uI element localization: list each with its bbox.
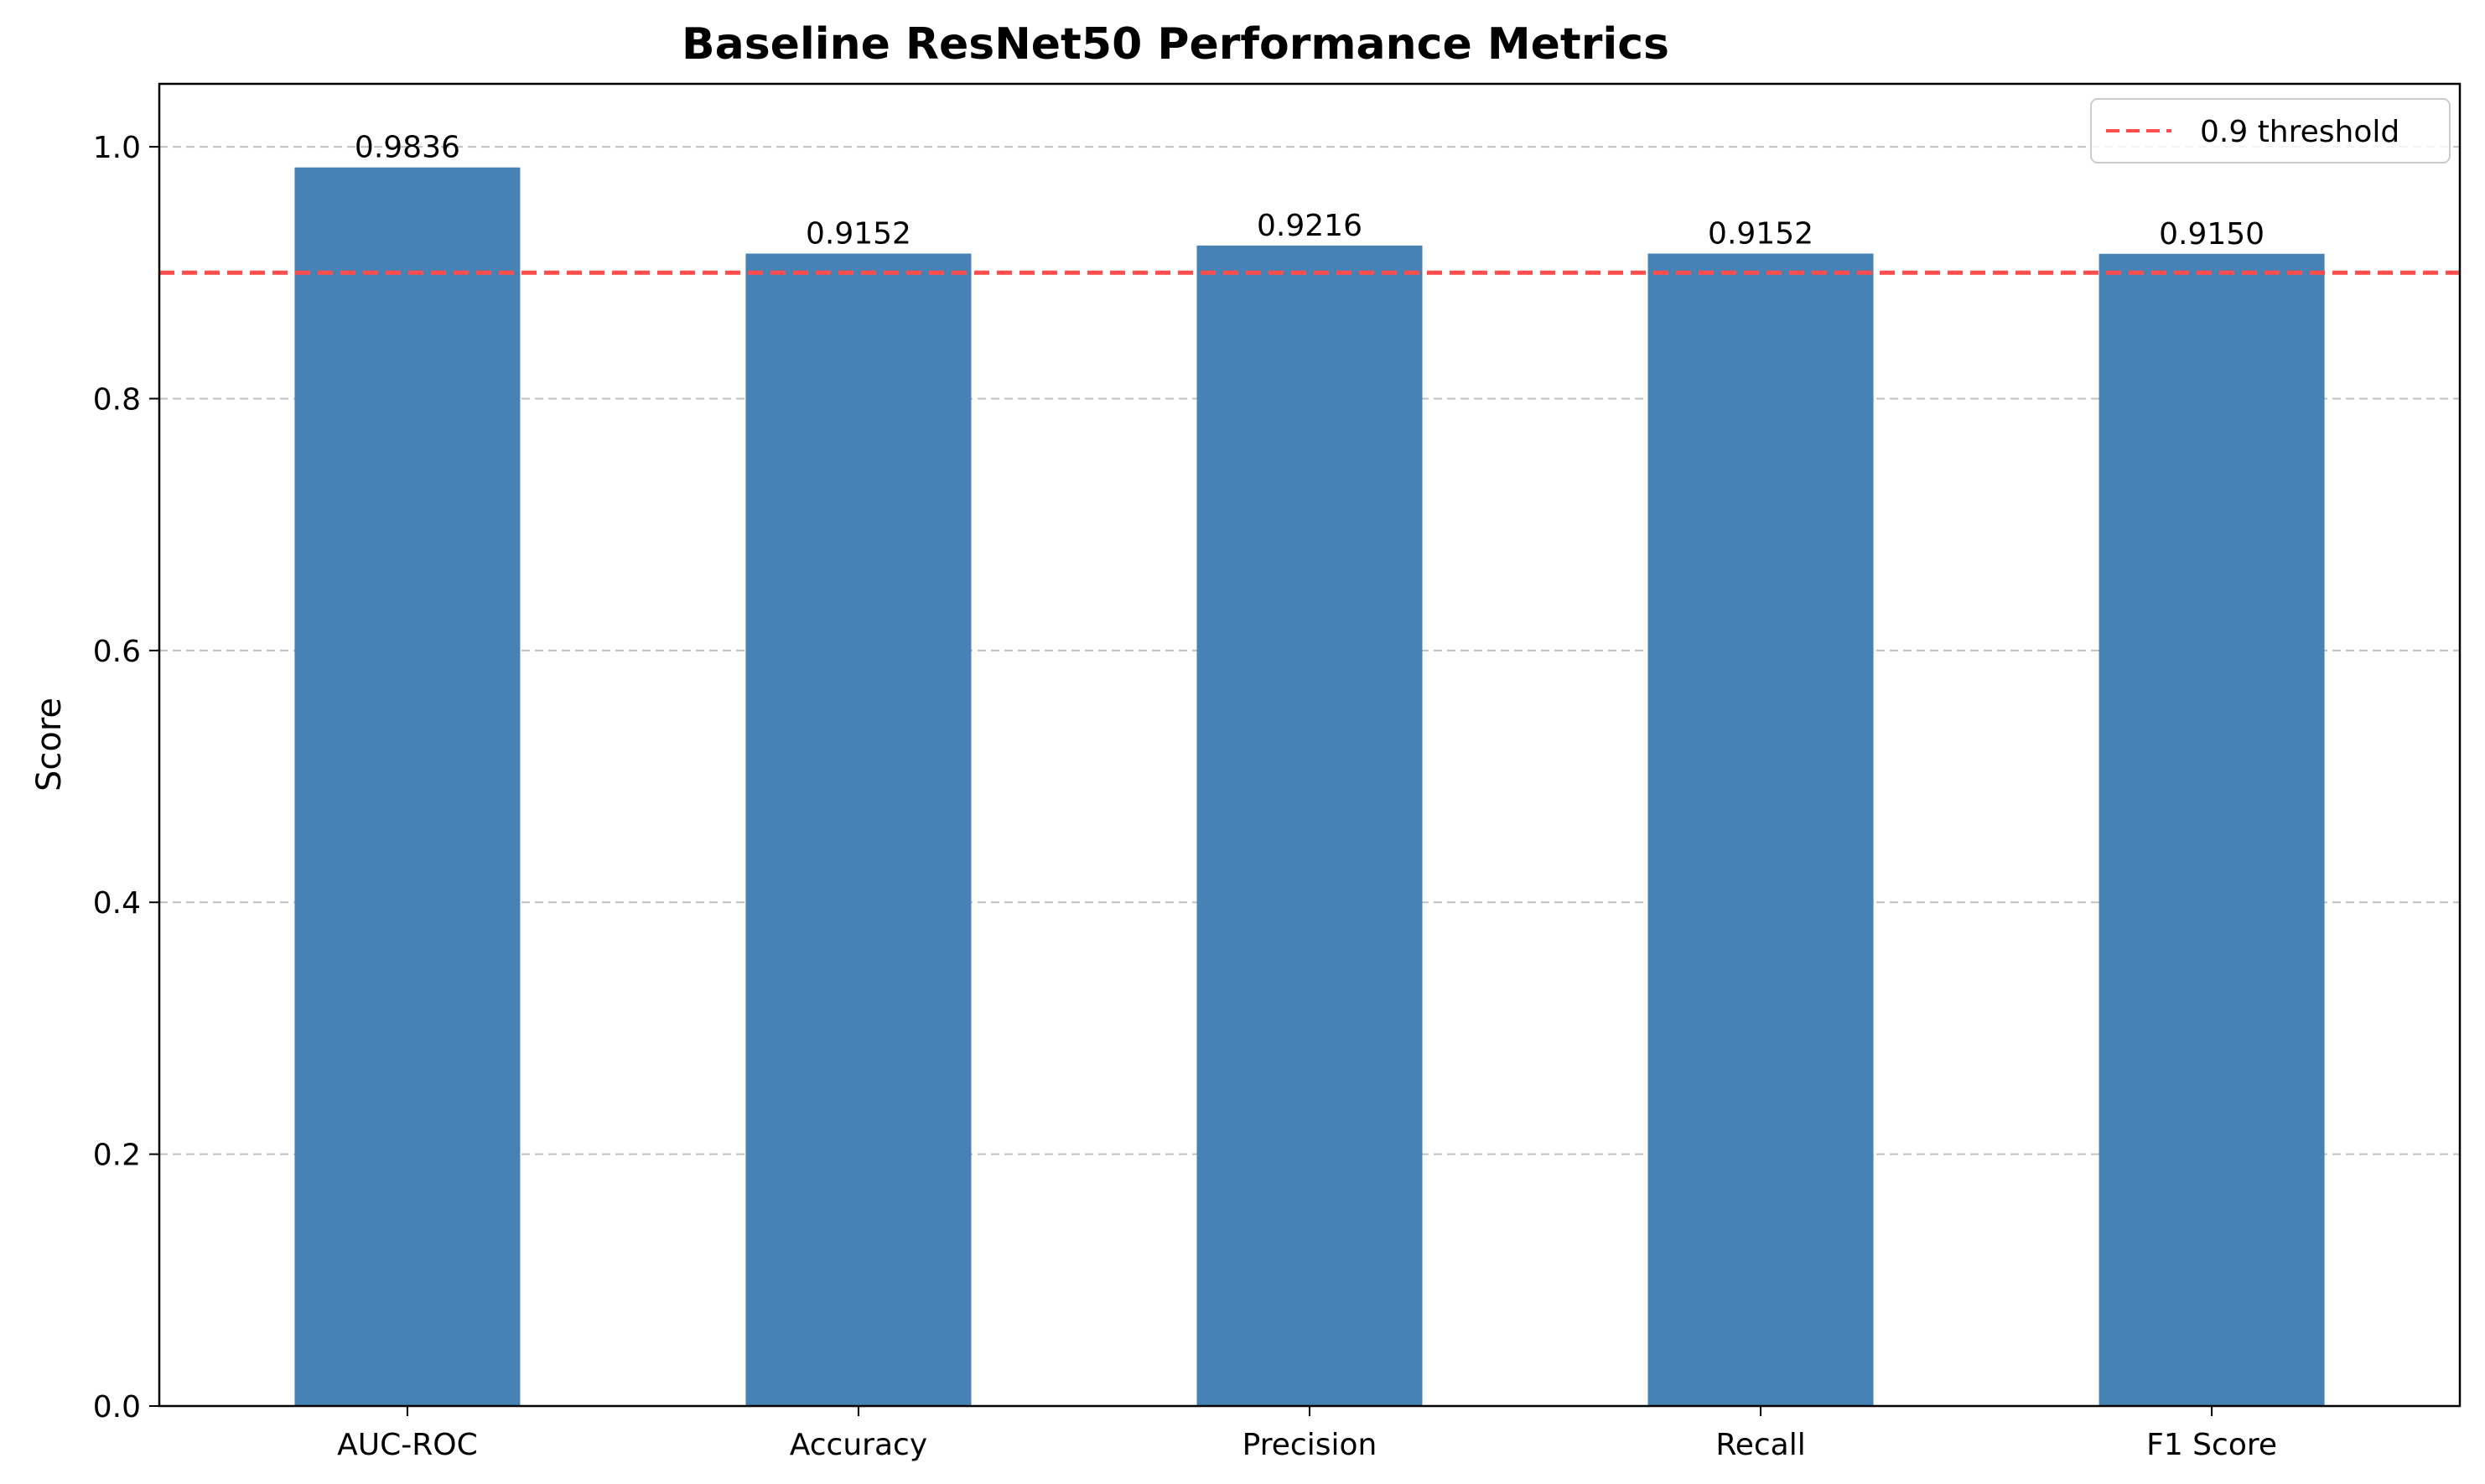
data-label: 0.9152	[1708, 216, 1813, 251]
bar	[2099, 253, 2325, 1407]
bar	[745, 253, 972, 1406]
chart-title: Baseline ResNet50 Performance Metrics	[682, 19, 1669, 70]
bar	[294, 167, 521, 1407]
legend: 0.9 threshold	[2090, 98, 2451, 163]
y-tick-label: 0.6	[93, 635, 141, 669]
x-tick-label: F1 Score	[2146, 1428, 2277, 1462]
grid-lines	[159, 146, 2460, 1155]
data-label: 0.9152	[806, 216, 911, 251]
legend-box	[2090, 98, 2451, 163]
bar	[1196, 245, 1423, 1406]
x-tick-label: Precision	[1242, 1428, 1377, 1462]
x-tick-label: Recall	[1715, 1428, 1805, 1462]
y-tick-label: 0.4	[93, 886, 141, 921]
bar	[1647, 253, 1874, 1406]
data-label: 0.9836	[355, 131, 460, 165]
bars	[294, 167, 2325, 1407]
y-axis-label: Score	[30, 698, 69, 791]
data-label: 0.9150	[2159, 217, 2265, 252]
y-tick-label: 0.8	[93, 382, 141, 417]
x-tick-label: AUC-ROC	[337, 1428, 478, 1462]
y-tick-label: 0.0	[93, 1390, 141, 1424]
data-labels: 0.9836 0.9152 0.9216 0.9152 0.9150	[355, 131, 2265, 252]
plot-frame	[158, 82, 2462, 1408]
legend-threshold-label: 0.9 threshold	[2200, 115, 2399, 149]
data-label: 0.9216	[1257, 209, 1362, 243]
axes: 0.0 0.2 0.4 0.6 0.8 1.0 AUC-ROC Accuracy Precisi…	[93, 82, 2462, 1462]
y-tick-label: 1.0	[93, 131, 141, 165]
x-tick-label: Accuracy	[790, 1428, 927, 1462]
y-tick-label: 0.2	[93, 1139, 141, 1173]
